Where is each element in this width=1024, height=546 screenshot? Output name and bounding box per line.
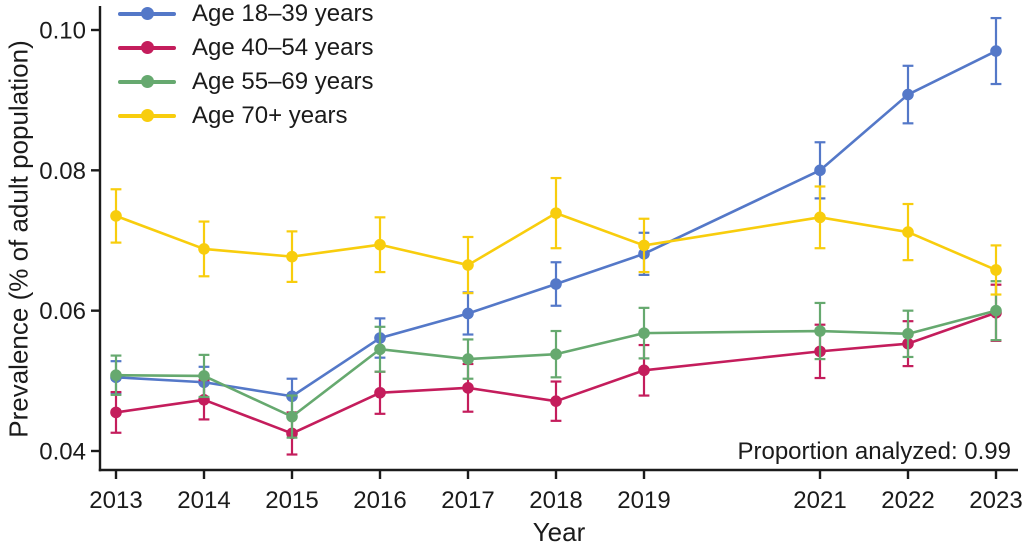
legend-item-age-18-39: Age 18–39 years — [118, 0, 373, 31]
data-point — [902, 88, 914, 101]
data-point — [990, 45, 1002, 57]
x-tick-label: 2015 — [265, 487, 318, 514]
data-point — [198, 370, 210, 382]
data-point — [550, 278, 562, 290]
data-point — [374, 386, 386, 399]
data-point — [286, 250, 298, 263]
x-tick-label: 2018 — [529, 487, 582, 514]
legend-label: Age 70+ years — [192, 102, 348, 129]
data-point — [374, 343, 386, 356]
data-point — [638, 364, 650, 377]
data-point — [462, 307, 474, 320]
data-point — [814, 325, 826, 337]
data-point — [550, 348, 562, 360]
data-point — [814, 211, 826, 224]
x-tick-label: 2019 — [617, 487, 670, 514]
x-tick-label: 2017 — [441, 487, 494, 514]
legend: Age 18–39 years Age 40–54 years Age 55–6… — [118, 0, 373, 133]
series-age-70-years — [110, 176, 1002, 296]
x-tick-label: 2016 — [353, 487, 406, 514]
data-point — [814, 164, 826, 177]
series-line — [115, 49, 997, 398]
data-point — [110, 406, 122, 419]
data-point — [902, 328, 914, 340]
legend-marker-age-18-39 — [118, 7, 176, 21]
data-point — [462, 353, 474, 365]
data-point — [550, 395, 562, 407]
series-age-55-69-years — [110, 280, 1002, 439]
data-point — [638, 327, 650, 339]
legend-label: Age 40–54 years — [192, 34, 374, 61]
data-point — [198, 243, 210, 255]
legend-marker-age-40-54 — [118, 41, 176, 55]
y-axis-title: Prevalence (% of adult population) — [3, 40, 34, 438]
legend-item-age-70-plus: Age 70+ years — [118, 99, 373, 133]
data-point — [110, 369, 122, 382]
series-age-18-39-years — [110, 16, 1002, 415]
data-point — [990, 304, 1002, 317]
y-tick-label: 0.10 — [39, 17, 86, 44]
y-tick-label: 0.04 — [39, 439, 86, 466]
series-line — [115, 311, 997, 435]
data-point — [550, 207, 562, 219]
x-tick-label: 2022 — [881, 487, 934, 514]
legend-item-age-55-69: Age 55–69 years — [118, 65, 373, 99]
data-point — [286, 410, 298, 423]
x-tick-label: 2023 — [969, 487, 1022, 514]
x-axis-title: Year — [532, 517, 586, 546]
y-tick-label: 0.06 — [39, 298, 86, 325]
data-point — [110, 210, 122, 222]
legend-marker-age-70-plus — [118, 109, 176, 123]
data-point — [462, 259, 474, 271]
data-point — [462, 382, 474, 394]
legend-label: Age 18–39 years — [192, 0, 374, 27]
series-line — [115, 309, 997, 418]
y-tick-label: 0.08 — [39, 158, 86, 185]
legend-marker-age-55-69 — [118, 75, 176, 89]
data-point — [638, 239, 650, 252]
data-point — [902, 226, 914, 238]
series-line — [115, 211, 997, 272]
legend-label: Age 55–69 years — [192, 68, 374, 95]
x-tick-label: 2021 — [793, 487, 846, 514]
data-point — [374, 238, 386, 251]
legend-item-age-40-54: Age 40–54 years — [118, 31, 373, 65]
x-tick-label: 2013 — [89, 487, 142, 514]
data-point — [990, 264, 1002, 276]
x-tick-label: 2014 — [177, 487, 230, 514]
proportion-analyzed-annotation: Proportion analyzed: 0.99 — [737, 438, 1011, 465]
